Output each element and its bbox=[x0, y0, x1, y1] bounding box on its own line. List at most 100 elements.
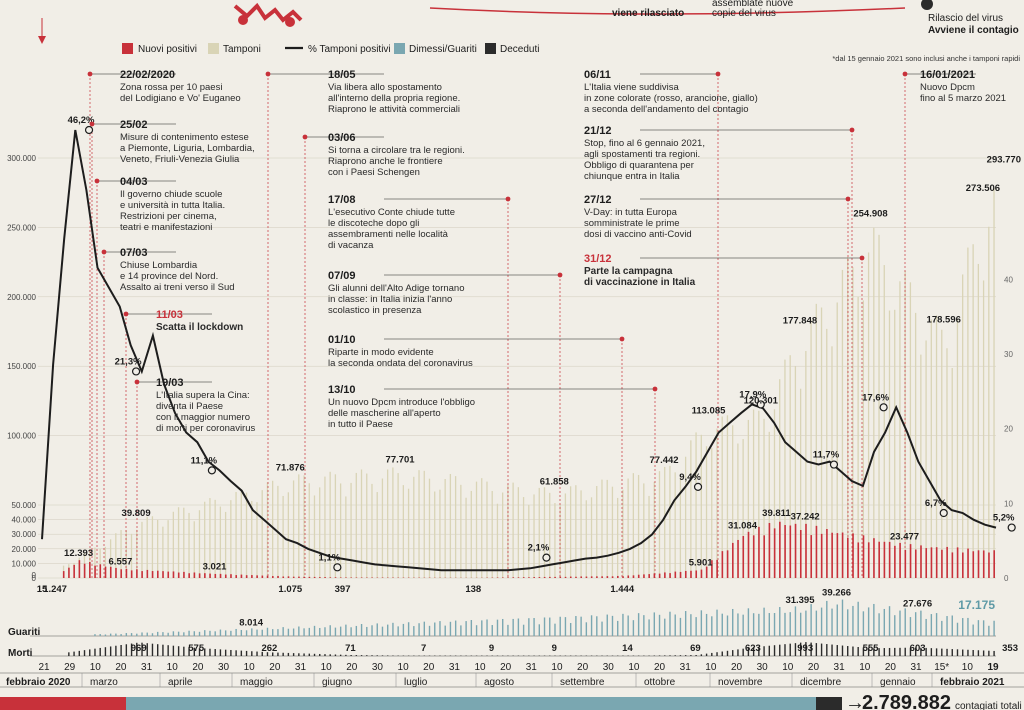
tests-bar bbox=[559, 504, 561, 578]
positives-bar bbox=[920, 545, 922, 578]
pct-label: 9,4% bbox=[679, 472, 701, 483]
x-month-label: gennaio bbox=[880, 677, 916, 688]
tests-bar bbox=[674, 472, 676, 578]
x-day-label: 29 bbox=[64, 662, 76, 673]
pct-label: 1,1% bbox=[319, 552, 341, 563]
positives-bar bbox=[773, 528, 776, 578]
tests-bar bbox=[329, 471, 331, 578]
annotation-date: 17/08 bbox=[328, 194, 356, 206]
tests-bar bbox=[684, 456, 687, 578]
y-tick-label: 20.000 bbox=[12, 545, 37, 554]
annotation-dot bbox=[859, 255, 865, 261]
discharged-bar bbox=[230, 630, 232, 636]
x-month-label: giugno bbox=[322, 677, 352, 688]
discharged-bar bbox=[371, 625, 373, 636]
tests-bar bbox=[575, 485, 577, 578]
positives-bar bbox=[993, 550, 995, 578]
discharged-bar bbox=[125, 633, 128, 636]
positives-bar bbox=[799, 530, 802, 578]
annotation-dot bbox=[557, 272, 563, 278]
annotation-text: Via libera allo spostamento bbox=[328, 82, 442, 93]
discharged-bar bbox=[172, 631, 175, 636]
annotation-text: all'interno della propria regione. bbox=[328, 93, 460, 104]
deaths-bar bbox=[951, 649, 953, 656]
tests-bar bbox=[946, 348, 948, 578]
tests-bar bbox=[611, 486, 614, 578]
pct-markers: 46,2% 21,3% 11,1% 1,1% 2,1% 9,4% 17,9% 11,7% 17,… bbox=[68, 115, 1016, 572]
positives-bar bbox=[784, 525, 786, 578]
x-month-label: dicembre bbox=[800, 677, 842, 688]
discharged-bar bbox=[366, 626, 368, 636]
tests-bar bbox=[805, 350, 807, 578]
tests-bar bbox=[857, 296, 859, 578]
deaths-bar bbox=[261, 651, 263, 656]
positives-bar bbox=[580, 576, 583, 578]
discharged-bar bbox=[481, 620, 483, 636]
discharged-bar bbox=[590, 615, 593, 636]
positives-bar bbox=[847, 537, 849, 578]
discharged-bar bbox=[637, 613, 640, 636]
positives-bar bbox=[831, 532, 833, 578]
y-tick-label: 0 bbox=[32, 574, 37, 583]
positives-bar bbox=[167, 571, 170, 578]
discharged-bar bbox=[930, 614, 933, 636]
positives-value-label: 397 bbox=[335, 584, 351, 595]
tests-bar bbox=[392, 467, 394, 578]
legend-swatch-tests bbox=[208, 43, 219, 54]
deaths-bar bbox=[329, 654, 331, 656]
x-day-label: 30 bbox=[757, 662, 769, 673]
tests-value-label: 113.085 bbox=[692, 405, 727, 416]
tests-bar bbox=[779, 379, 781, 578]
deaths-bar bbox=[214, 649, 216, 656]
annotation-text: Misure di contenimento estese bbox=[120, 132, 249, 143]
deaths-bar bbox=[883, 648, 886, 656]
discharged-bar bbox=[512, 618, 514, 636]
tests-bar bbox=[334, 474, 337, 578]
discharged-bar bbox=[517, 618, 520, 636]
x-month-label: febbraio 2021 bbox=[940, 677, 1005, 688]
discharged-bar bbox=[439, 621, 441, 636]
deaths-bar bbox=[920, 647, 922, 656]
discharged-bar bbox=[235, 628, 237, 636]
positives-bar bbox=[188, 573, 190, 578]
tests-value-label: 273.506 bbox=[966, 183, 1000, 194]
deaths-bar bbox=[773, 645, 776, 656]
tests-bar bbox=[319, 487, 321, 578]
x-day-label: 10 bbox=[474, 662, 486, 673]
x-day-label: 31 bbox=[141, 662, 153, 673]
tests-bar bbox=[935, 315, 938, 578]
positives-bar bbox=[690, 570, 692, 578]
pct-marker bbox=[84, 125, 94, 135]
tests-bar bbox=[104, 546, 107, 578]
tests-bar bbox=[637, 474, 640, 578]
x-month-label: agosto bbox=[484, 677, 514, 688]
deaths-bar bbox=[224, 649, 227, 656]
discharged-bar bbox=[502, 618, 504, 636]
deaths-bar bbox=[711, 652, 713, 656]
positives-bar bbox=[193, 572, 196, 578]
positives-bar bbox=[737, 539, 739, 578]
deaths-bar bbox=[742, 648, 744, 656]
discharged-bar bbox=[528, 618, 530, 636]
discharged-bar bbox=[664, 618, 666, 636]
discharged-bar bbox=[627, 615, 629, 636]
pct-marker bbox=[131, 367, 141, 376]
annotation-text: con il maggior numero bbox=[156, 412, 250, 423]
tests-bar bbox=[266, 482, 269, 578]
positives-bar bbox=[266, 575, 269, 578]
pct-label: 21,3% bbox=[115, 356, 142, 367]
deaths-bar bbox=[862, 647, 865, 656]
discharged-bar bbox=[193, 631, 195, 636]
annotation-text: Stop, fino al 6 gennaio 2021, bbox=[584, 138, 705, 149]
discharged-bar bbox=[711, 616, 713, 636]
tests-bar bbox=[157, 519, 159, 578]
deaths-bar bbox=[805, 642, 807, 656]
positives-bar bbox=[826, 529, 828, 578]
positives-bar bbox=[224, 574, 227, 578]
deaths-bar bbox=[136, 642, 138, 656]
annotation-text: Si torna a circolare tra le regioni. bbox=[328, 145, 465, 156]
positives-bar bbox=[590, 576, 593, 578]
header-right-2: Avviene il contagio bbox=[928, 25, 1019, 36]
deaths-bar bbox=[78, 650, 80, 656]
positives-bar bbox=[83, 563, 86, 578]
